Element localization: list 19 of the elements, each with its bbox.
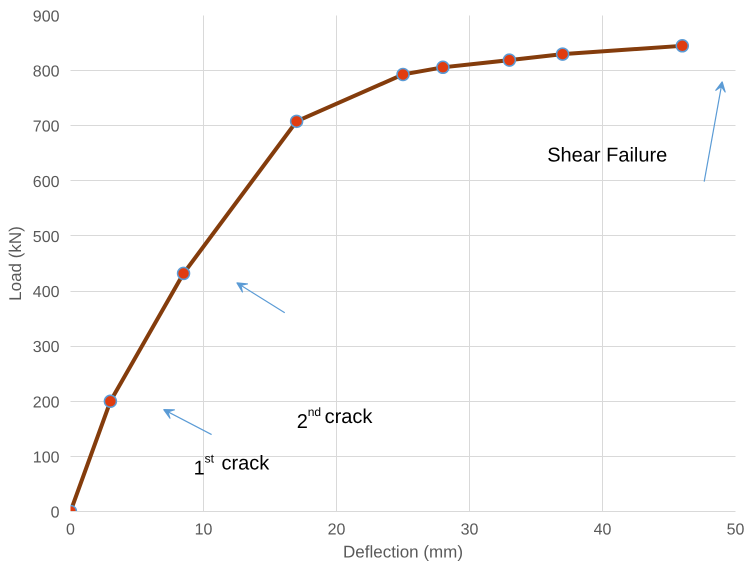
y-axis-title: Load (kN) <box>6 226 25 301</box>
x-tick-label: 10 <box>194 522 212 538</box>
y-tick-label: 100 <box>32 449 60 466</box>
y-tick-label: 500 <box>32 228 60 246</box>
annotation: Shear Failure <box>547 144 668 167</box>
y-tick-label: 0 <box>50 504 60 522</box>
y-tick-label: 600 <box>32 174 60 191</box>
x-tick-label: 50 <box>726 522 744 538</box>
x-axis-title: Deflection (mm) <box>343 542 463 562</box>
y-tick-label: 700 <box>32 118 60 136</box>
x-tick-label: 20 <box>328 522 346 538</box>
y-tick-label: 800 <box>32 64 60 81</box>
y-tick-label: 300 <box>32 339 60 356</box>
y-tick-label: 200 <box>32 394 60 412</box>
y-tick-label: 900 <box>32 8 60 26</box>
x-tick-label: 40 <box>594 522 612 538</box>
x-tick-label: 30 <box>460 522 478 538</box>
x-tick-label: 0 <box>66 522 76 538</box>
y-tick-label: 400 <box>32 284 60 302</box>
